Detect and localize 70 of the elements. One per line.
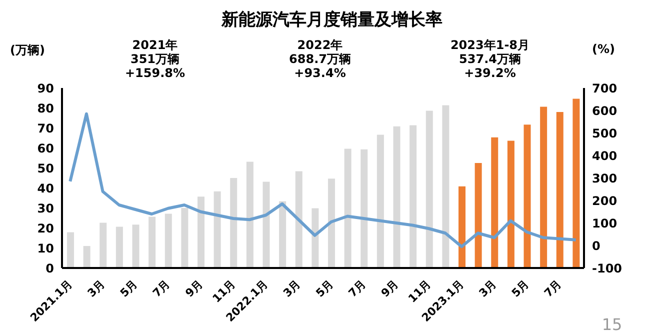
bar (198, 196, 204, 268)
x-tick-label: 7月 (150, 277, 173, 300)
y2-tick-label: 600 (592, 104, 618, 118)
x-tick-label: 3月 (476, 277, 499, 300)
bar (344, 148, 352, 268)
y2-tick-label: 200 (592, 194, 618, 208)
x-tick-label: 7月 (346, 277, 368, 300)
bar (67, 232, 74, 268)
x-tick-label: 3月 (280, 277, 304, 300)
x-tick-label: 9月 (378, 277, 401, 300)
y-tick-label: 20 (37, 221, 54, 236)
bar (556, 112, 564, 268)
bar (540, 106, 548, 268)
x-tick-label: 5月 (313, 277, 336, 300)
bar (524, 124, 531, 268)
bar (148, 216, 156, 268)
bar (474, 163, 482, 268)
x-tick-label: 5月 (118, 277, 140, 300)
y-tick-label: 90 (37, 81, 54, 96)
bar (214, 191, 221, 268)
text: 2023年1-8月 537.4万辆 +39.2% (449, 38, 531, 80)
y2-tick-label: 400 (592, 148, 618, 163)
y2-tick-label: 300 (592, 171, 618, 186)
bar (376, 134, 384, 268)
line-series (68, 112, 578, 248)
bar (164, 214, 172, 268)
bar (360, 149, 368, 268)
bar (230, 178, 238, 268)
bar (116, 226, 123, 268)
y2-tick-label: 0 (592, 238, 600, 253)
bar (312, 208, 319, 268)
chart-title: 新能源汽车月度销量及增长率 (220, 9, 444, 31)
bar (295, 171, 302, 268)
y2-tick-label: -100 (592, 261, 622, 276)
bar (491, 137, 498, 268)
bar (507, 140, 514, 268)
x-tick-label: 5月 (509, 277, 532, 300)
bar (393, 126, 400, 268)
bar (83, 246, 90, 268)
text: 2021年 351万辆 +159.8% (124, 38, 186, 80)
bar (100, 222, 107, 268)
bar (410, 125, 417, 268)
bar (181, 208, 188, 268)
y-tick-label: 60 (37, 141, 54, 156)
y-tick-label: 0 (46, 261, 54, 276)
y2-tick-label: 500 (592, 126, 618, 140)
y2-axis-title: (%) (592, 42, 615, 56)
y2-tick-label: 700 (592, 81, 618, 96)
y2-tick-label: 100 (592, 216, 618, 230)
y-tick-label: 40 (37, 181, 54, 196)
bar (246, 162, 254, 268)
text: 15 (600, 315, 624, 334)
x-tick-label: 7月 (542, 277, 564, 300)
bar (328, 178, 335, 268)
text: 2022年 688.7万辆 +93.4% (288, 38, 352, 80)
y-tick-label: 50 (37, 161, 54, 176)
y-tick-label: 80 (37, 101, 54, 116)
bar (572, 98, 580, 268)
y-tick-label: 10 (37, 241, 54, 256)
bar (442, 105, 450, 268)
y-axis-title: (万辆) (10, 42, 45, 59)
y-tick-label: 30 (37, 201, 54, 216)
x-tick-label: 9月 (182, 277, 206, 300)
bar (458, 186, 466, 268)
bar (426, 110, 433, 268)
bar (279, 201, 286, 268)
bar (132, 224, 140, 268)
bar (262, 182, 270, 268)
x-tick-label: 3月 (84, 277, 108, 300)
y-tick-label: 70 (37, 121, 54, 136)
